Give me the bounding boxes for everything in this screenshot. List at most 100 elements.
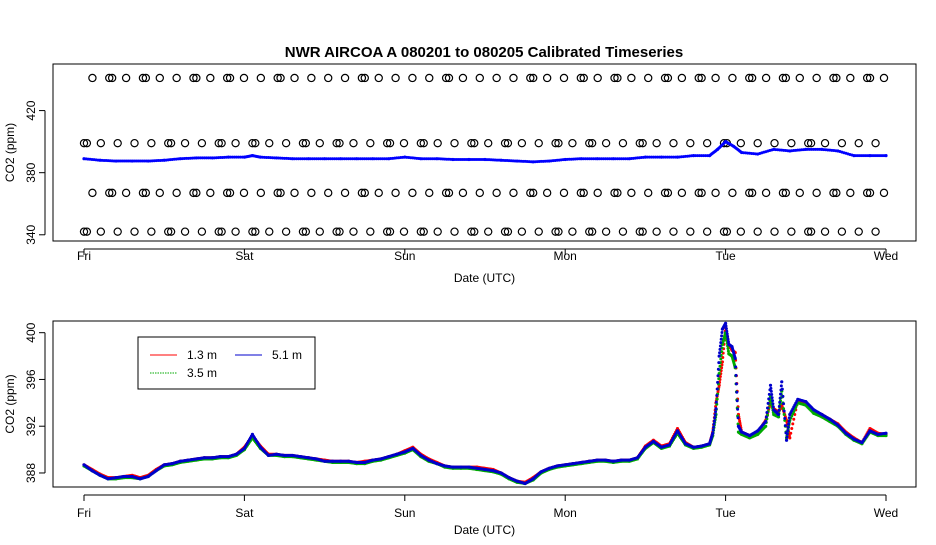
data-point [789,431,793,435]
reference-point [222,73,232,83]
data-point [734,382,738,386]
reference-point [276,73,285,83]
reference-point [107,188,117,198]
reference-point [500,138,510,148]
reference-point [164,138,173,148]
reference-point [638,138,647,148]
data-point [716,374,720,378]
reference-point [526,73,535,83]
reference-point [214,138,223,148]
reference-point [256,188,266,198]
reference-point [251,227,260,236]
data-point [771,399,775,403]
data-point [718,344,722,348]
reference-point [206,188,215,198]
reference-point [141,73,151,83]
reference-point [391,73,400,83]
reference-point [618,138,628,148]
x-tick-label: Sun [394,249,415,263]
reference-point [192,188,201,198]
reference-point [694,73,703,83]
reference-point [385,227,395,236]
data-point [776,415,781,419]
x-tick-label: Mon [554,249,577,263]
data-point [779,384,783,388]
reference-point [728,188,737,198]
reference-point [450,138,459,148]
data-point [780,387,784,391]
reference-point [180,138,190,148]
reference-point [610,188,619,198]
reference-point [340,188,350,198]
reference-point [197,138,207,148]
reference-point [579,188,588,198]
reference-point [669,227,678,236]
data-point [734,373,738,377]
reference-point [795,188,804,198]
reference-point [433,227,442,236]
reference-point [484,138,493,148]
reference-point [138,188,148,198]
data-point [884,154,888,158]
reference-point [702,138,712,148]
reference-point [374,73,383,83]
y-tick-label: 380 [24,162,38,182]
data-point [770,396,774,400]
reference-point [526,188,535,198]
reference-point [722,227,732,236]
data-point [778,400,782,404]
reference-point [138,73,148,83]
reference-point [697,188,706,198]
reference-point [470,138,479,148]
reference-point [484,227,493,236]
data-point [735,390,739,394]
reference-point [248,138,257,148]
reference-point [385,138,395,148]
reference-point [652,227,661,236]
reference-point [837,227,847,236]
reference-point [854,227,863,236]
reference-point [770,138,779,148]
data-point [726,346,730,350]
reference-point [745,188,754,198]
data-point [720,334,724,338]
data-point [717,354,721,358]
reference-point [879,73,889,83]
reference-point [301,227,311,236]
x-tick-label: Tue [715,249,736,263]
data-point [782,402,786,406]
data-point [771,405,775,409]
reference-point [419,138,428,148]
reference-point [806,138,816,148]
reference-point [349,138,358,148]
data-point [724,321,728,325]
reference-point [225,73,235,83]
data-point [771,402,775,406]
reference-point [812,73,821,83]
x-tick-label: Fri [77,249,91,263]
data-point [725,332,729,336]
reference-point [113,227,122,236]
reference-point [147,227,156,236]
reference-point [256,73,266,83]
reference-point [492,188,501,198]
reference-point [500,227,510,236]
reference-point [585,138,594,148]
reference-point [82,227,92,236]
data-point [714,400,718,404]
reference-point [467,138,476,148]
reference-point [747,73,757,83]
y-tick-label: 392 [24,416,38,436]
reference-point [503,138,513,148]
data-point [769,389,773,393]
reference-point [613,188,622,198]
reference-point [509,73,518,83]
data-point [736,407,740,411]
reference-point [360,73,369,83]
x-axis-label: Date (UTC) [454,271,515,285]
data-point [726,340,730,344]
reference-point [273,188,282,198]
data-point [792,417,796,421]
reference-point [248,227,257,236]
reference-point [576,188,586,198]
